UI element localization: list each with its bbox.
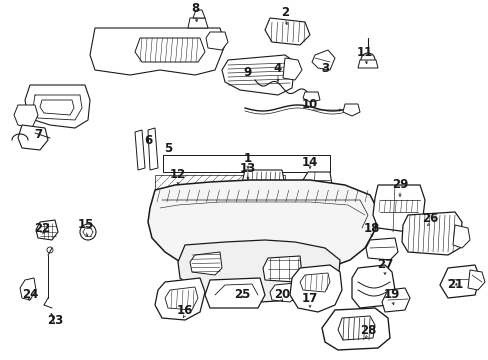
Polygon shape xyxy=(381,288,409,312)
Text: 28: 28 xyxy=(359,324,375,337)
Text: 27: 27 xyxy=(376,258,392,271)
Polygon shape xyxy=(193,10,204,18)
Text: 23: 23 xyxy=(47,314,63,327)
Circle shape xyxy=(360,53,374,67)
Text: 13: 13 xyxy=(240,162,256,175)
Polygon shape xyxy=(164,287,198,310)
Polygon shape xyxy=(187,18,207,28)
Polygon shape xyxy=(204,278,264,308)
Polygon shape xyxy=(18,125,48,150)
Polygon shape xyxy=(467,270,484,290)
Polygon shape xyxy=(299,273,329,292)
Polygon shape xyxy=(36,220,58,240)
Polygon shape xyxy=(351,265,394,308)
Polygon shape xyxy=(155,278,204,320)
Polygon shape xyxy=(148,128,158,170)
Polygon shape xyxy=(269,283,297,302)
Polygon shape xyxy=(337,316,374,340)
Polygon shape xyxy=(135,130,145,170)
Text: 10: 10 xyxy=(301,99,318,112)
Polygon shape xyxy=(289,265,341,312)
Text: 16: 16 xyxy=(177,303,193,316)
Polygon shape xyxy=(303,92,319,102)
Polygon shape xyxy=(263,256,302,282)
Polygon shape xyxy=(372,185,424,232)
Bar xyxy=(155,175,285,189)
Polygon shape xyxy=(190,252,222,275)
Polygon shape xyxy=(357,60,377,68)
Circle shape xyxy=(24,286,32,294)
Text: 19: 19 xyxy=(383,288,399,302)
Circle shape xyxy=(346,106,353,114)
Polygon shape xyxy=(20,278,36,300)
Polygon shape xyxy=(365,238,397,260)
Text: 9: 9 xyxy=(244,66,252,78)
Polygon shape xyxy=(135,38,204,62)
Polygon shape xyxy=(452,225,469,248)
Text: 1: 1 xyxy=(244,152,251,165)
Text: 21: 21 xyxy=(446,279,462,292)
Polygon shape xyxy=(242,170,285,195)
Text: 22: 22 xyxy=(34,221,50,234)
Text: 20: 20 xyxy=(273,288,289,302)
Text: 26: 26 xyxy=(421,211,437,225)
Polygon shape xyxy=(205,32,227,50)
Polygon shape xyxy=(401,212,461,255)
Text: 11: 11 xyxy=(356,45,372,58)
Text: 12: 12 xyxy=(169,168,186,181)
Polygon shape xyxy=(25,85,90,128)
Polygon shape xyxy=(321,308,389,350)
Text: 6: 6 xyxy=(143,134,152,147)
Polygon shape xyxy=(283,58,302,80)
Polygon shape xyxy=(14,105,38,128)
Polygon shape xyxy=(439,265,479,298)
Text: 15: 15 xyxy=(78,219,94,231)
Polygon shape xyxy=(40,100,74,115)
Polygon shape xyxy=(311,50,334,70)
Text: 25: 25 xyxy=(233,288,250,302)
Text: 7: 7 xyxy=(34,129,42,141)
Polygon shape xyxy=(90,28,224,75)
Circle shape xyxy=(47,247,53,253)
Circle shape xyxy=(80,224,96,240)
Polygon shape xyxy=(264,18,309,45)
Text: 4: 4 xyxy=(273,62,282,75)
Text: 18: 18 xyxy=(363,221,379,234)
Text: 24: 24 xyxy=(22,288,38,302)
Text: 3: 3 xyxy=(320,62,328,75)
Text: 29: 29 xyxy=(391,179,407,192)
Circle shape xyxy=(278,288,287,298)
Text: 5: 5 xyxy=(163,141,172,154)
Text: 2: 2 xyxy=(281,5,288,18)
Polygon shape xyxy=(342,104,359,116)
Polygon shape xyxy=(178,240,339,302)
Text: 17: 17 xyxy=(301,292,318,305)
Text: 14: 14 xyxy=(301,156,318,168)
Polygon shape xyxy=(303,172,331,192)
Polygon shape xyxy=(148,180,377,275)
Text: 8: 8 xyxy=(190,1,199,14)
Polygon shape xyxy=(222,55,294,95)
